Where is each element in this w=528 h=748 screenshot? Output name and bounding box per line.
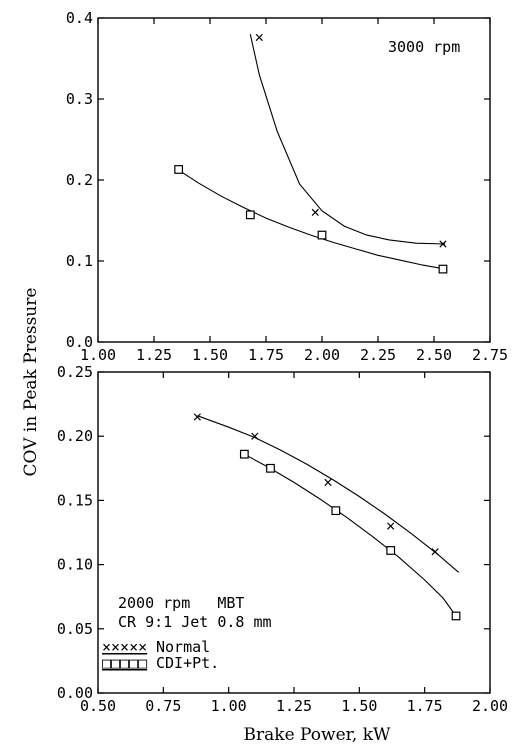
bottom-cdi-fit-line — [244, 453, 457, 617]
legend-label-cdi: CDI+Pt. — [156, 654, 219, 672]
x-marker-stroke — [193, 413, 201, 421]
legend-label-normal: Normal — [156, 638, 210, 656]
top-annotation: 3000 rpm — [388, 38, 460, 56]
x-marker-stroke — [439, 240, 447, 248]
top-cdi-point — [245, 210, 255, 220]
top-x-tick-label: 1.25 — [136, 346, 172, 364]
bottom-normal-point — [251, 432, 259, 440]
legend-symbol-cdi: □□□□□ — [102, 654, 147, 672]
top-plot-frame — [97, 17, 491, 343]
top-x-tick-label: 2.75 — [472, 346, 508, 364]
x-marker-stroke — [324, 478, 332, 487]
y-axis-title: COV in Peak Pressure — [21, 288, 41, 477]
bottom-normal-point — [193, 413, 201, 421]
top-x-tick-label: 2.50 — [416, 346, 452, 364]
top-y-tick-label: 0.3 — [66, 90, 93, 108]
bottom-x-tick-label: 1.00 — [211, 697, 247, 715]
top-x-tick-label: 2.00 — [304, 346, 340, 364]
bottom-normal-point — [387, 522, 395, 530]
top-x-tick-label: 1.75 — [248, 346, 284, 364]
top-y-tick-label: 0.1 — [66, 252, 93, 270]
bottom-normal-point — [324, 478, 332, 487]
top-y-tick-label: 0.2 — [66, 171, 93, 189]
bottom-y-tick-label: 0.20 — [57, 427, 93, 445]
x-marker-stroke — [255, 33, 263, 42]
bottom-y-tick-label: 0.25 — [57, 363, 93, 381]
top-x-tick-label: 1.00 — [80, 346, 116, 364]
top-normal-fit-line — [249, 34, 446, 245]
top-normal-point — [255, 33, 263, 42]
bottom-cdi-point — [331, 506, 341, 516]
bottom-normal-point — [431, 548, 439, 556]
bottom-x-tick-label: 2.00 — [472, 697, 508, 715]
bottom-y-tick-label: 0.05 — [57, 620, 93, 638]
bottom-normal-fit-line — [197, 415, 459, 573]
bottom-y-tick-label: 0.10 — [57, 556, 93, 574]
panel-bottom: 0.50 0.75 1.00 1.25 1.50 1.75 2.00 0.00 0.05 0.10… — [57, 363, 508, 715]
bottom-x-tick-label: 0.50 — [80, 697, 116, 715]
top-cdi-point — [174, 165, 184, 174]
x-marker-stroke — [387, 522, 395, 530]
bottom-x-tick-label: 1.75 — [407, 697, 443, 715]
bottom-cdi-point — [386, 546, 396, 555]
x-marker-stroke — [311, 208, 319, 217]
bottom-y-tick-label: 0.00 — [57, 684, 93, 702]
top-y-tick-label: 0.4 — [66, 9, 93, 27]
bottom-cdi-point — [266, 463, 275, 473]
bottom-y-tick-label: 0.15 — [57, 491, 93, 509]
top-x-tick-label: 2.25 — [360, 346, 396, 364]
panel-top: 1.00 1.25 1.50 1.75 2.00 2.25 2.50 2.75 0.0 0.1 0.… — [66, 9, 508, 364]
top-cdi-point — [317, 230, 327, 240]
top-cdi-fit-line — [176, 168, 446, 270]
top-x-tick-label: 1.50 — [192, 346, 228, 364]
x-marker-stroke — [431, 548, 439, 556]
legend-symbol-normal: ××××× — [102, 638, 147, 656]
top-y-tick-label: 0.0 — [66, 333, 93, 351]
top-cdi-point — [438, 264, 448, 274]
x-marker-stroke — [251, 432, 259, 440]
top-normal-point — [311, 208, 319, 217]
bottom-annotation: 2000 rpm MBT — [118, 594, 244, 612]
bottom-cdi-point — [451, 611, 461, 621]
bottom-x-tick-label: 1.25 — [276, 697, 312, 715]
bottom-cdi-point — [239, 449, 249, 459]
bottom-annotation: CR 9:1 Jet 0.8 mm — [118, 613, 272, 631]
top-normal-point — [439, 240, 447, 248]
bottom-x-tick-label: 0.75 — [145, 697, 181, 715]
x-axis-title: Brake Power, kW — [244, 725, 391, 745]
bottom-x-tick-label: 1.50 — [341, 697, 377, 715]
